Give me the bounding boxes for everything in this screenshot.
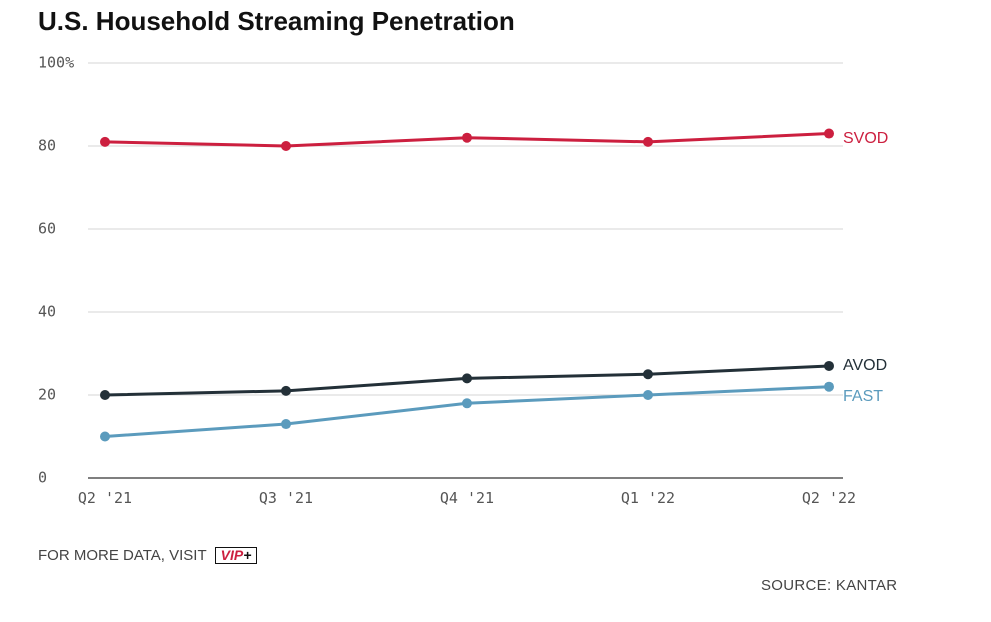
avod-data-point <box>281 385 291 396</box>
line-chart: 100% 80 60 40 20 0 Q2 '21 Q3 '21 Q4 '21 Q1 '22 Q2 … <box>38 54 888 508</box>
more-data-text: FOR MORE DATA, VISIT <box>38 547 207 564</box>
chart-title: U.S. Household Streaming Penetration <box>38 6 515 36</box>
y-tick-label: 100% <box>38 54 74 72</box>
vip-plus-text: + <box>243 547 252 563</box>
fast-data-point <box>281 419 291 430</box>
more-data-note: FOR MORE DATA, VISIT VIP+ <box>38 547 258 564</box>
fast-data-point <box>643 390 653 400</box>
x-tick-label: Q2 '21 <box>78 489 132 507</box>
svod-data-point <box>462 132 472 143</box>
fast-series-line <box>103 385 831 438</box>
fast-data-point <box>824 381 834 392</box>
x-tick-label: Q1 '22 <box>621 489 675 507</box>
avod-data-point <box>462 373 472 384</box>
source-note: SOURCE: KANTAR <box>761 577 898 594</box>
y-tick-label: 0 <box>38 469 47 487</box>
x-tick-label: Q2 '22 <box>802 489 856 507</box>
svod-data-point <box>643 136 653 147</box>
avod-series-label: AVOD <box>843 357 887 374</box>
y-tick-label: 20 <box>38 386 56 404</box>
svod-data-point <box>281 141 291 151</box>
svod-series-label: SVOD <box>843 130 888 147</box>
fast-data-point <box>462 398 472 409</box>
fast-series-label: FAST <box>843 388 883 405</box>
y-tick-label: 80 <box>38 137 56 155</box>
svod-data-point <box>100 136 110 147</box>
vip-text: VIP <box>220 547 244 563</box>
x-tick-label: Q4 '21 <box>440 489 494 507</box>
vip-plus-link[interactable]: VIP+ <box>214 547 258 564</box>
avod-data-point <box>824 360 834 371</box>
avod-data-point <box>643 369 653 380</box>
avod-data-point <box>100 390 110 400</box>
y-tick-label: 60 <box>38 220 56 238</box>
x-tick-label: Q3 '21 <box>259 489 313 507</box>
fast-data-point <box>100 431 110 442</box>
y-tick-label: 40 <box>38 303 56 321</box>
svod-data-point <box>824 128 834 139</box>
